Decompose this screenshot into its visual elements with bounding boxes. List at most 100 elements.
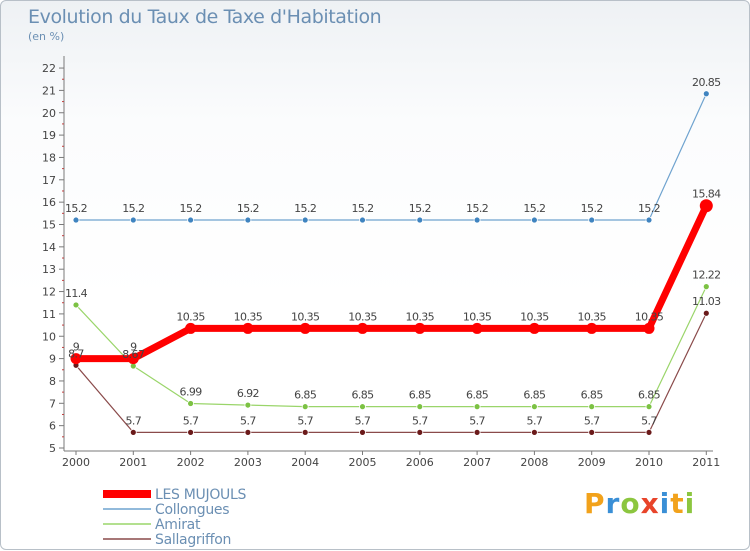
legend-label: Collongues — [155, 502, 229, 518]
y-tick-label: 5 — [49, 442, 56, 455]
data-point — [187, 216, 195, 224]
logo-letter: x — [640, 487, 660, 520]
data-point — [416, 216, 424, 224]
chart-subtitle: (en %) — [28, 30, 65, 43]
data-point — [301, 403, 309, 411]
y-tick-label: 11 — [42, 308, 56, 321]
chart-title: Evolution du Taux de Taxe d'Habitation — [28, 6, 382, 28]
y-tick-label: 12 — [42, 286, 56, 299]
data-point — [531, 403, 538, 411]
data-label: 20.85 — [692, 76, 721, 89]
data-label: 8.7 — [68, 347, 84, 360]
data-point — [359, 428, 366, 436]
data-point — [588, 428, 596, 436]
data-label: 5.7 — [412, 414, 428, 427]
data-label: 5.7 — [527, 414, 543, 427]
data-point — [301, 216, 309, 224]
x-tick-label: 2003 — [234, 456, 262, 469]
logo-letter: P — [584, 487, 606, 520]
data-point — [471, 322, 483, 334]
data-point — [244, 428, 252, 436]
data-label: 6.99 — [180, 386, 203, 399]
data-label: 15.2 — [523, 202, 545, 215]
data-point — [414, 322, 426, 334]
y-tick-label: 15 — [42, 219, 56, 232]
data-point — [416, 403, 424, 411]
x-tick-label: 2009 — [578, 456, 606, 469]
y-tick-label: 20 — [42, 107, 56, 120]
data-label: 10.35 — [463, 310, 492, 323]
data-label: 6.92 — [237, 387, 259, 400]
y-tick-label: 6 — [49, 420, 56, 433]
x-tick-label: 2006 — [406, 456, 434, 469]
data-label: 10.35 — [635, 310, 664, 323]
data-label: 10.35 — [176, 310, 205, 323]
data-point — [528, 322, 540, 334]
y-tick-label: 18 — [42, 151, 56, 164]
legend-label: Sallagriffon — [155, 532, 231, 548]
data-label: 6.85 — [638, 389, 661, 402]
data-label: 11.4 — [65, 287, 88, 300]
logo-letter: t — [670, 487, 685, 520]
logo-letter: i — [659, 487, 671, 520]
data-point — [129, 428, 137, 436]
data-label: 5.7 — [469, 414, 485, 427]
data-label: 15.2 — [294, 202, 316, 215]
data-point — [416, 428, 424, 436]
data-label: 10.35 — [234, 310, 263, 323]
data-point — [473, 403, 481, 411]
data-point — [72, 301, 80, 309]
y-tick-label: 17 — [42, 174, 56, 187]
data-point — [185, 322, 197, 334]
y-tick-label: 13 — [42, 263, 56, 276]
data-label: 10.35 — [348, 310, 377, 323]
x-tick-label: 2008 — [520, 456, 548, 469]
data-label: 8.67 — [122, 348, 145, 361]
y-tick-label: 19 — [42, 129, 56, 142]
x-tick-label: 2000 — [62, 456, 90, 469]
logo-letter: i — [684, 487, 696, 520]
data-label: 15.84 — [692, 188, 721, 201]
data-point — [588, 216, 596, 224]
data-label: 6.85 — [466, 389, 489, 402]
data-point — [242, 322, 254, 334]
data-point — [702, 90, 710, 98]
data-label: 15.2 — [65, 202, 87, 215]
series-line — [75, 286, 707, 408]
data-point — [645, 403, 653, 411]
data-point — [187, 400, 195, 407]
x-tick-label: 2001 — [119, 456, 147, 469]
y-tick-label: 14 — [42, 241, 56, 254]
data-label: 5.7 — [584, 414, 600, 427]
data-label: 5.7 — [125, 414, 141, 427]
data-label: 6.85 — [581, 389, 604, 402]
data-label: 5.7 — [240, 414, 256, 427]
data-point — [357, 322, 368, 334]
data-label: 10.35 — [406, 310, 435, 323]
x-tick-label: 2010 — [635, 456, 663, 469]
data-label: 6.85 — [294, 389, 317, 402]
data-label: 10.35 — [520, 310, 549, 323]
logo-letter: r — [605, 487, 621, 520]
data-point — [187, 428, 195, 436]
data-point — [244, 216, 252, 224]
data-label: 5.7 — [297, 414, 313, 427]
y-tick-label: 10 — [42, 330, 56, 343]
data-label: 15.2 — [237, 202, 259, 215]
series-line — [72, 202, 710, 363]
data-label: 6.85 — [409, 389, 432, 402]
y-tick-label: 16 — [42, 196, 56, 209]
data-point — [702, 309, 710, 317]
data-point — [129, 216, 137, 224]
data-label: 15.2 — [466, 202, 488, 215]
series-line — [75, 93, 707, 221]
data-point — [127, 353, 139, 365]
series-line — [75, 312, 707, 433]
x-tick-label: 2004 — [291, 456, 319, 469]
data-point — [244, 401, 252, 409]
data-label: 9 — [130, 341, 137, 354]
data-label: 15.2 — [351, 202, 373, 215]
data-label: 5.7 — [355, 414, 371, 427]
data-point — [473, 428, 481, 436]
data-label: 9 — [73, 341, 80, 354]
